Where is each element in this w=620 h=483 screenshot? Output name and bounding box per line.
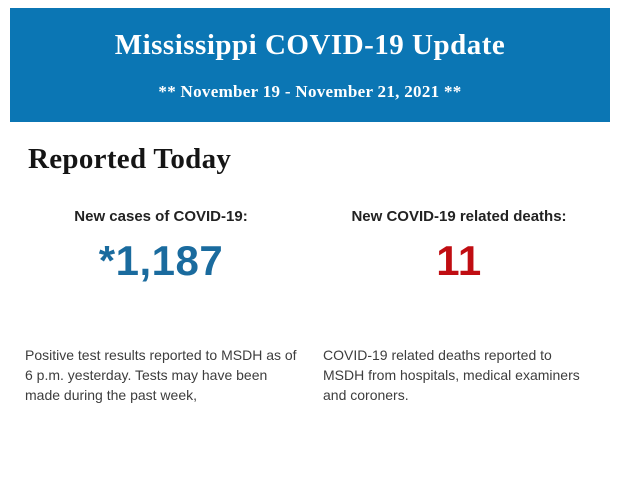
new-cases-value: *1,187 <box>98 237 224 284</box>
new-cases-stat: New cases of COVID-19: *1,187 <box>25 208 297 282</box>
page-title: Mississippi COVID-19 Update <box>114 29 506 61</box>
new-deaths-label: New COVID-19 related deaths: <box>351 208 567 225</box>
new-deaths-description: COVID-19 related deaths reported to MSDH… <box>323 347 580 403</box>
descriptions-row: Positive test results reported to MSDH a… <box>25 346 595 406</box>
new-cases-description: Positive test results reported to MSDH a… <box>25 347 297 403</box>
reported-today-heading: Reported Today <box>28 143 232 175</box>
new-deaths-stat: New COVID-19 related deaths: 11 <box>323 208 595 282</box>
new-cases-label: New cases of COVID-19: <box>74 208 248 225</box>
new-deaths-value: 11 <box>436 237 482 284</box>
stats-row: New cases of COVID-19: *1,187 New COVID-… <box>25 208 595 282</box>
date-range-subtitle: ** November 19 - November 21, 2021 ** <box>158 82 462 101</box>
header-banner: Mississippi COVID-19 Update ** November … <box>10 8 610 122</box>
